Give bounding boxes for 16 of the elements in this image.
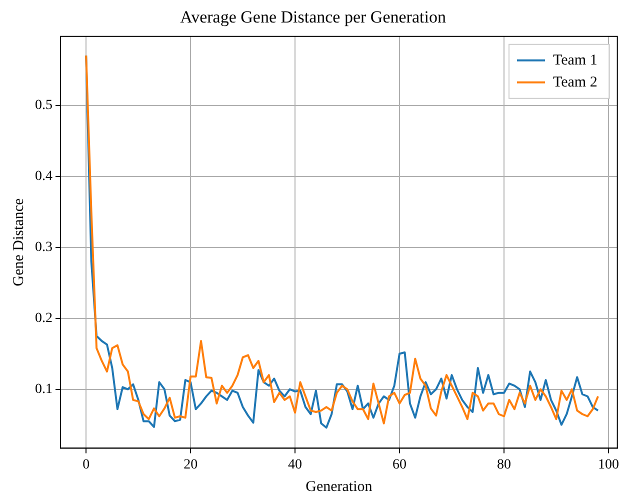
- y-axis-title: Gene Distance: [10, 198, 27, 286]
- x-tick-label: 40: [288, 457, 302, 472]
- x-tick-label: 60: [392, 457, 407, 472]
- x-tick-label: 20: [184, 457, 198, 472]
- x-tick-label: 80: [496, 457, 511, 472]
- chart-title: Average Gene Distance per Generation: [180, 8, 446, 27]
- x-axis-title: Generation: [306, 478, 373, 495]
- x-tick-label: 100: [598, 457, 619, 472]
- legend-label: Team 2: [553, 74, 598, 90]
- y-tick-label: 0.5: [35, 98, 52, 113]
- y-tick-label: 0.1: [35, 382, 52, 397]
- legend-label: Team 1: [553, 52, 598, 68]
- y-tick-label: 0.2: [35, 310, 52, 326]
- x-tick-label: 0: [82, 457, 90, 472]
- y-tick-label: 0.4: [35, 168, 52, 184]
- y-tick-label: 0.3: [35, 240, 52, 255]
